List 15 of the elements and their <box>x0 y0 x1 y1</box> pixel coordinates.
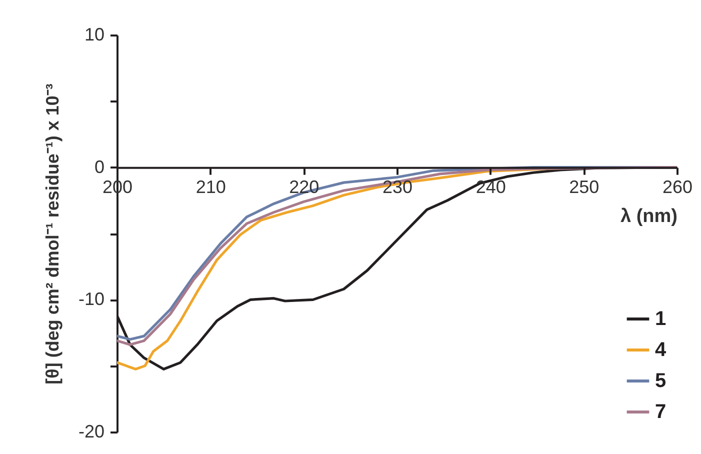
y-tick-label: 10 <box>84 24 104 44</box>
y-tick-label: -10 <box>78 289 104 310</box>
x-tick-label: 220 <box>289 176 320 197</box>
x-tick-label: 210 <box>196 176 226 197</box>
y-axis-title: [θ] (deg cm² dmol⁻¹ residue⁻¹) x 10⁻³ <box>42 84 62 384</box>
x-tick-label: 260 <box>662 176 693 197</box>
y-tick-label: -20 <box>78 422 104 442</box>
x-axis-title: λ (nm) <box>620 206 678 227</box>
legend-label: 5 <box>655 370 666 392</box>
legend-label: 7 <box>655 401 666 423</box>
y-tick-label: 0 <box>94 156 104 177</box>
legend-label: 1 <box>655 308 666 330</box>
x-tick-label: 250 <box>569 176 600 197</box>
legend-label: 4 <box>655 339 667 361</box>
x-tick-label: 240 <box>476 176 506 197</box>
